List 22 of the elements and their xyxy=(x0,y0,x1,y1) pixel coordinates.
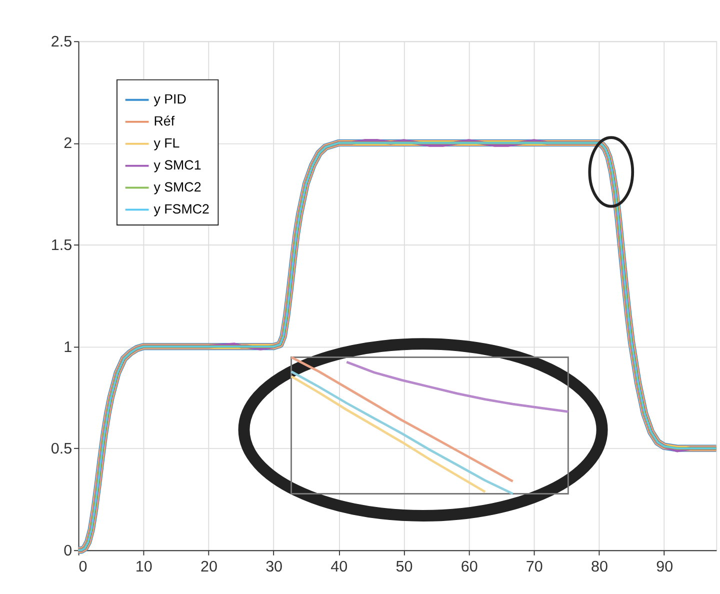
y-tick-label: 1 xyxy=(64,338,72,356)
y-tick-label: 0 xyxy=(64,542,72,560)
x-tick-label: 20 xyxy=(200,558,218,576)
y-tick-label: 2 xyxy=(64,135,72,152)
legend-label: y SMC2 xyxy=(154,180,202,195)
x-tick-label: 40 xyxy=(330,558,348,576)
y-tick-label: 2.5 xyxy=(50,33,72,50)
legend-label: y FSMC2 xyxy=(154,202,210,217)
legend-label: Réf xyxy=(154,114,175,129)
y-tick-label: 1.5 xyxy=(50,236,72,254)
x-tick-label: 10 xyxy=(135,558,152,576)
x-tick-label: 80 xyxy=(591,558,608,576)
x-tick-label: 50 xyxy=(396,558,413,576)
x-tick-label: 60 xyxy=(460,558,478,576)
legend-label: y PID xyxy=(154,92,187,107)
legend-label: y FL xyxy=(154,136,180,151)
x-tick-label: 70 xyxy=(526,558,543,576)
x-tick-label: 90 xyxy=(656,558,674,576)
x-tick-label: 30 xyxy=(266,558,283,576)
legend-label: y SMC1 xyxy=(154,158,202,173)
y-tick-label: 0.5 xyxy=(50,440,72,458)
x-tick-label: 0 xyxy=(78,558,88,576)
